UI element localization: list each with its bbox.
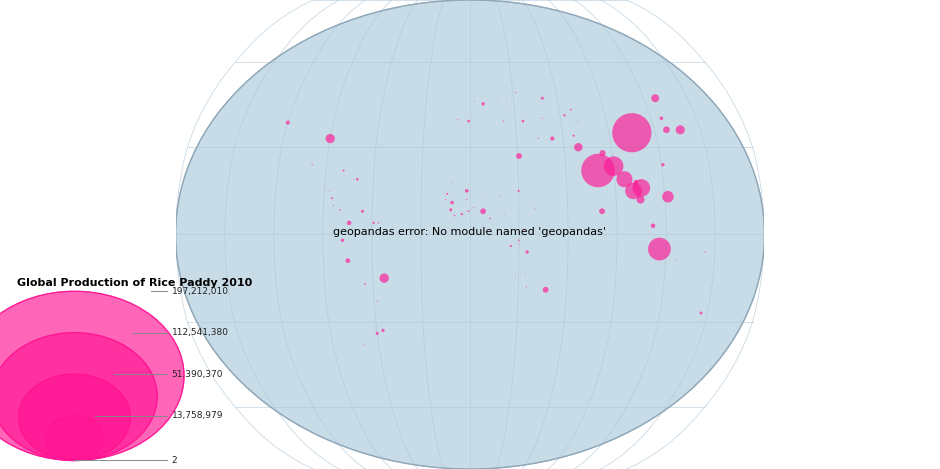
Circle shape (0, 291, 184, 461)
Circle shape (542, 287, 549, 293)
Circle shape (325, 134, 335, 143)
Circle shape (286, 121, 290, 125)
Circle shape (581, 154, 615, 187)
Circle shape (523, 229, 524, 231)
Circle shape (481, 102, 485, 106)
Circle shape (45, 416, 103, 461)
Circle shape (467, 211, 469, 212)
Circle shape (625, 182, 642, 199)
Circle shape (454, 215, 455, 216)
Circle shape (518, 240, 520, 241)
Circle shape (378, 222, 379, 224)
Circle shape (650, 224, 655, 228)
Circle shape (518, 190, 520, 192)
Circle shape (382, 329, 384, 332)
Text: 197,212,010: 197,212,010 (172, 287, 228, 296)
Circle shape (474, 100, 475, 101)
Circle shape (699, 311, 702, 315)
Text: 112,541,380: 112,541,380 (172, 328, 228, 337)
Circle shape (466, 199, 467, 200)
Circle shape (525, 286, 527, 287)
Circle shape (0, 333, 157, 461)
Circle shape (364, 283, 366, 285)
Circle shape (372, 222, 375, 224)
Circle shape (347, 220, 352, 225)
Circle shape (356, 178, 359, 181)
Circle shape (636, 196, 645, 204)
Circle shape (540, 97, 544, 99)
Circle shape (339, 209, 340, 211)
Circle shape (633, 179, 650, 197)
Text: geopandas error: No module named 'geopandas': geopandas error: No module named 'geopan… (334, 227, 606, 236)
Circle shape (675, 260, 676, 261)
Circle shape (19, 374, 131, 461)
Circle shape (342, 170, 345, 172)
Circle shape (541, 118, 543, 119)
Circle shape (676, 125, 685, 135)
Circle shape (522, 120, 525, 122)
Circle shape (490, 218, 491, 219)
Circle shape (550, 136, 555, 141)
Text: 13,758,979: 13,758,979 (172, 411, 223, 420)
Ellipse shape (176, 0, 764, 469)
Circle shape (465, 189, 468, 193)
Circle shape (341, 239, 344, 242)
Circle shape (499, 196, 500, 197)
Circle shape (651, 94, 659, 102)
Circle shape (662, 191, 674, 203)
Text: Global Production of Rice Paddy 2010: Global Production of Rice Paddy 2010 (17, 278, 253, 288)
Circle shape (663, 127, 670, 133)
Circle shape (458, 119, 459, 120)
Circle shape (461, 213, 463, 215)
Circle shape (660, 116, 664, 120)
Circle shape (346, 258, 351, 263)
Circle shape (450, 201, 454, 204)
Circle shape (603, 156, 623, 176)
Circle shape (329, 190, 331, 191)
Circle shape (612, 113, 651, 152)
Circle shape (361, 210, 364, 213)
Circle shape (353, 179, 354, 180)
Circle shape (446, 193, 448, 195)
Circle shape (563, 114, 566, 116)
Circle shape (331, 197, 333, 199)
Circle shape (363, 344, 364, 346)
Circle shape (574, 143, 583, 151)
Circle shape (518, 243, 519, 244)
Circle shape (538, 138, 539, 139)
Circle shape (480, 208, 486, 214)
Circle shape (311, 164, 313, 166)
Circle shape (376, 332, 379, 335)
Circle shape (467, 120, 470, 122)
Circle shape (445, 199, 446, 200)
Circle shape (600, 150, 605, 156)
Circle shape (704, 251, 706, 253)
Circle shape (515, 92, 516, 93)
Circle shape (380, 273, 389, 283)
Circle shape (599, 208, 605, 214)
Circle shape (572, 135, 574, 136)
Circle shape (661, 163, 665, 166)
Circle shape (449, 208, 452, 212)
Text: 51,390,370: 51,390,370 (172, 370, 223, 378)
Text: 2: 2 (172, 456, 178, 465)
Circle shape (617, 171, 633, 187)
Circle shape (516, 153, 522, 159)
Circle shape (333, 205, 334, 206)
Circle shape (634, 180, 638, 184)
Circle shape (509, 245, 512, 247)
Circle shape (570, 109, 572, 111)
Circle shape (525, 250, 529, 254)
Circle shape (473, 207, 474, 208)
Circle shape (503, 121, 504, 122)
Circle shape (648, 238, 671, 260)
Circle shape (377, 301, 378, 302)
